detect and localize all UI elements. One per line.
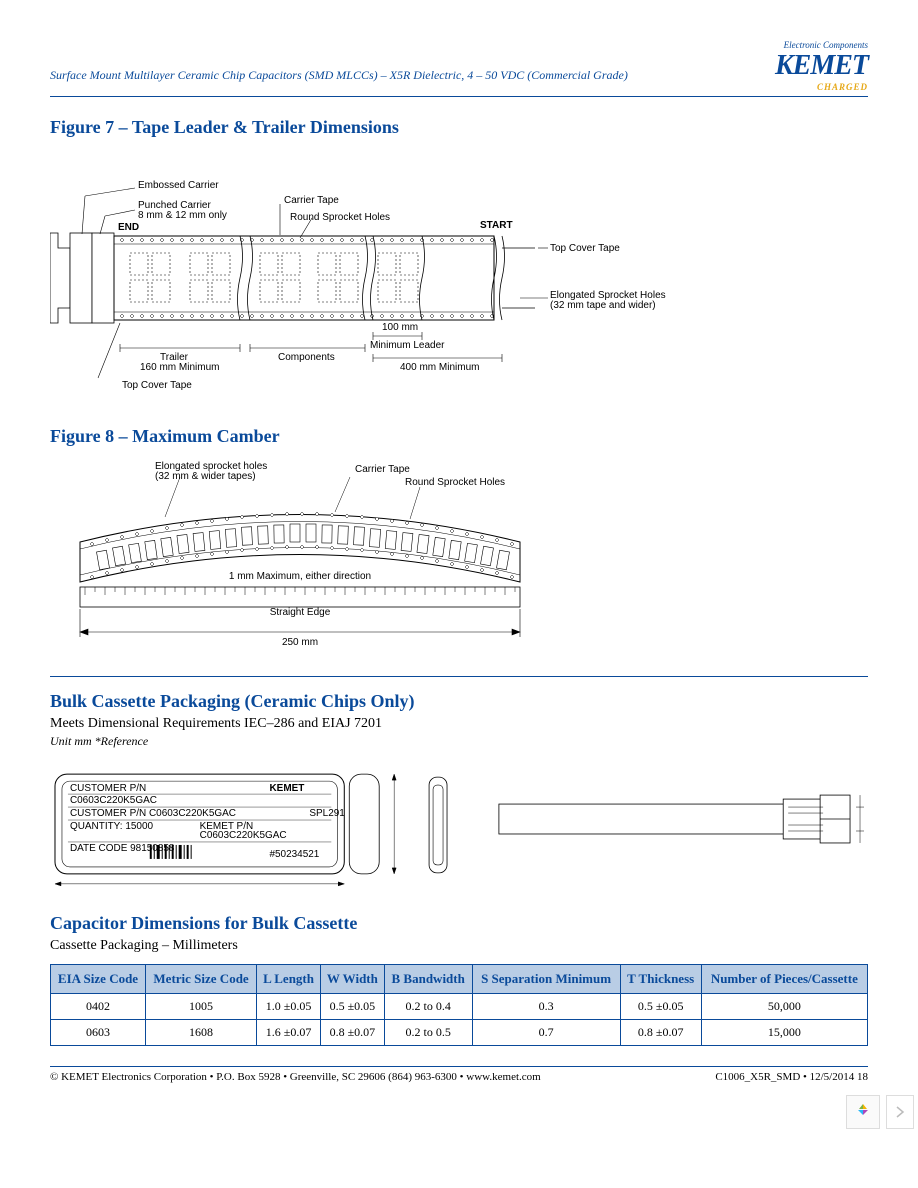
cassette-brand: KEMET xyxy=(269,783,304,794)
svg-text:SPL291: SPL291 xyxy=(309,808,345,819)
table-cell: 15,000 xyxy=(701,1020,867,1046)
table-cell: 1.6 ±0.07 xyxy=(257,1020,321,1046)
table-header: Metric Size Code xyxy=(146,965,257,994)
table-cell: 0.2 to 0.4 xyxy=(384,994,472,1020)
table-cell: 0.8 ±0.07 xyxy=(320,1020,384,1046)
label-round-sprocket: Round Sprocket Holes xyxy=(290,212,390,223)
label-top-cover-bottom: Top Cover Tape xyxy=(122,380,192,391)
table-header: L Length xyxy=(257,965,321,994)
svg-text:Punched Carrier8 mm & 12 mm on: Punched Carrier8 mm & 12 mm only xyxy=(138,200,227,221)
figure8-diagram: Elongated sprocket holes(32 mm & wider t… xyxy=(50,457,868,652)
label-top-cover: Top Cover Tape xyxy=(550,243,620,254)
svg-text:CUSTOMER P/N C0603C220K5GAC: CUSTOMER P/N C0603C220K5GAC xyxy=(70,808,236,819)
table-cell: 1005 xyxy=(146,994,257,1020)
svg-text:#50234521: #50234521 xyxy=(269,849,319,860)
logo-supertext: Electronic Components xyxy=(775,40,868,50)
table-cell: 0.2 to 0.5 xyxy=(384,1020,472,1046)
footer-left: © KEMET Electronics Corporation • P.O. B… xyxy=(50,1071,541,1083)
svg-text:C0603C220K5GAC: C0603C220K5GAC xyxy=(200,830,287,841)
page-footer: © KEMET Electronics Corporation • P.O. B… xyxy=(50,1067,868,1103)
table-header: W Width xyxy=(320,965,384,994)
table-header: Number of Pieces/Cassette xyxy=(701,965,867,994)
logo-subtext: CHARGED xyxy=(775,82,868,92)
table-header: S Separation Minimum xyxy=(472,965,620,994)
table-header: B Bandwidth xyxy=(384,965,472,994)
bulk-unit-note: Unit mm *Reference xyxy=(50,734,868,749)
table-cell: 1608 xyxy=(146,1020,257,1046)
bulk-section-title: Bulk Cassette Packaging (Ceramic Chips O… xyxy=(50,691,868,712)
label-straight-edge: Straight Edge xyxy=(270,607,331,618)
table-cell: 0.3 xyxy=(472,994,620,1020)
svg-text:Elongated sprocket holes(32 mm: Elongated sprocket holes(32 mm & wider t… xyxy=(155,461,267,482)
svg-text:Elongated Sprocket Holes(32 mm: Elongated Sprocket Holes(32 mm tape and … xyxy=(550,290,666,311)
label-max-note: 1 mm Maximum, either direction xyxy=(229,571,371,582)
figure8-title: Figure 8 – Maximum Camber xyxy=(50,426,868,447)
table-cell: 0.7 xyxy=(472,1020,620,1046)
bulk-cassette-diagram: KEMET CUSTOMER P/N C0603C220K5GAC CUSTOM… xyxy=(50,759,868,899)
thumbnail-nav xyxy=(846,1095,914,1129)
table-header: T Thickness xyxy=(620,965,701,994)
figure7-diagram: Embossed Carrier Punched Carrier8 mm & 1… xyxy=(50,148,868,408)
label-carrier-tape-8: Carrier Tape xyxy=(355,464,410,475)
label-carrier-tape: Carrier Tape xyxy=(284,195,339,206)
svg-text:100 mm: 100 mm xyxy=(382,322,418,333)
logo-main: KEMET xyxy=(775,50,868,82)
table-row: 060316081.6 ±0.070.8 ±0.070.2 to 0.50.70… xyxy=(51,1020,868,1046)
label-start: START xyxy=(480,220,513,231)
table-cell: 0402 xyxy=(51,994,146,1020)
footer-right: C1006_X5R_SMD • 12/5/2014 18 xyxy=(715,1071,868,1083)
svg-text:Trailer160 mm Minimum: Trailer160 mm Minimum xyxy=(140,352,219,373)
table-cell: 0.8 ±0.07 xyxy=(620,1020,701,1046)
svg-text:QUANTITY: 15000: QUANTITY: 15000 xyxy=(70,821,154,832)
svg-text:CUSTOMER P/N: CUSTOMER P/N xyxy=(70,783,146,794)
section-divider xyxy=(50,676,868,677)
dims-section-title: Capacitor Dimensions for Bulk Cassette xyxy=(50,913,868,934)
next-page-button[interactable] xyxy=(886,1095,914,1129)
table-cell: 0603 xyxy=(51,1020,146,1046)
page-header: Surface Mount Multilayer Ceramic Chip Ca… xyxy=(50,40,868,97)
dims-subtitle: Cassette Packaging – Millimeters xyxy=(50,938,868,954)
bulk-subtitle: Meets Dimensional Requirements IEC–286 a… xyxy=(50,716,868,732)
table-cell: 0.5 ±0.05 xyxy=(620,994,701,1020)
label-end: END xyxy=(118,222,139,233)
table-cell: 50,000 xyxy=(701,994,867,1020)
svg-text:C0603C220K5GAC: C0603C220K5GAC xyxy=(70,795,157,806)
label-components: Components xyxy=(278,352,335,363)
svg-text:Minimum Leader: Minimum Leader xyxy=(370,340,445,351)
page-thumbnail-icon[interactable] xyxy=(846,1095,880,1129)
label-embossed: Embossed Carrier xyxy=(138,180,219,191)
table-header: EIA Size Code xyxy=(51,965,146,994)
table-cell: 0.5 ±0.05 xyxy=(320,994,384,1020)
chevron-right-icon xyxy=(895,1106,905,1118)
doc-title: Surface Mount Multilayer Ceramic Chip Ca… xyxy=(50,40,628,83)
label-250mm: 250 mm xyxy=(282,637,318,648)
dimensions-table: EIA Size CodeMetric Size CodeL LengthW W… xyxy=(50,964,868,1046)
table-row: 040210051.0 ±0.050.5 ±0.050.2 to 0.40.30… xyxy=(51,994,868,1020)
figure7-title: Figure 7 – Tape Leader & Trailer Dimensi… xyxy=(50,117,868,138)
label-400mm: 400 mm Minimum xyxy=(400,362,479,373)
brand-logo: Electronic Components KEMET CHARGED xyxy=(775,40,868,92)
label-round-sprocket-8: Round Sprocket Holes xyxy=(405,477,505,488)
table-cell: 1.0 ±0.05 xyxy=(257,994,321,1020)
